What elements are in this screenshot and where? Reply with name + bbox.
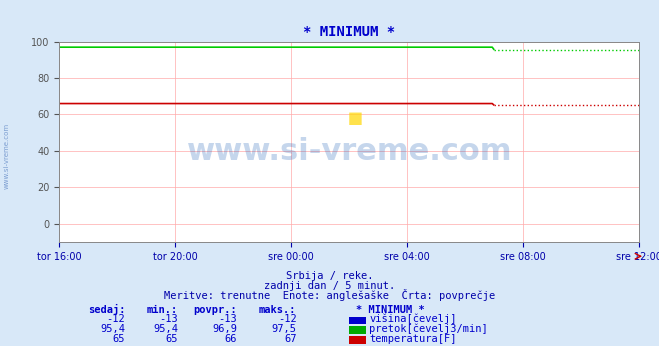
Text: -12: -12 <box>278 315 297 325</box>
Text: -13: -13 <box>219 315 237 325</box>
Text: ▪: ▪ <box>347 106 364 130</box>
Text: 65: 65 <box>113 334 125 344</box>
Text: min.:: min.: <box>147 305 178 315</box>
Text: www.si-vreme.com: www.si-vreme.com <box>186 137 512 166</box>
Text: sedaj:: sedaj: <box>88 304 125 315</box>
Text: 96,9: 96,9 <box>212 324 237 334</box>
Text: povpr.:: povpr.: <box>194 305 237 315</box>
Text: 95,4: 95,4 <box>100 324 125 334</box>
Text: temperatura[F]: temperatura[F] <box>369 334 457 344</box>
Text: www.si-vreme.com: www.si-vreme.com <box>3 122 9 189</box>
Text: 66: 66 <box>225 334 237 344</box>
Text: zadnji dan / 5 minut.: zadnji dan / 5 minut. <box>264 281 395 291</box>
Text: -13: -13 <box>159 315 178 325</box>
Title: * MINIMUM *: * MINIMUM * <box>303 25 395 39</box>
Text: maks.:: maks.: <box>259 305 297 315</box>
Text: višina[čevelj]: višina[čevelj] <box>369 314 457 325</box>
Text: pretok[čevelj3/min]: pretok[čevelj3/min] <box>369 324 488 334</box>
Text: 95,4: 95,4 <box>153 324 178 334</box>
Text: Meritve: trenutne  Enote: anglešaške  Črta: povprečje: Meritve: trenutne Enote: anglešaške Črta… <box>164 289 495 301</box>
Text: Srbija / reke.: Srbija / reke. <box>286 271 373 281</box>
Text: * MINIMUM *: * MINIMUM * <box>356 305 424 315</box>
Text: 97,5: 97,5 <box>272 324 297 334</box>
Text: -12: -12 <box>107 315 125 325</box>
Text: 67: 67 <box>284 334 297 344</box>
Text: 65: 65 <box>165 334 178 344</box>
